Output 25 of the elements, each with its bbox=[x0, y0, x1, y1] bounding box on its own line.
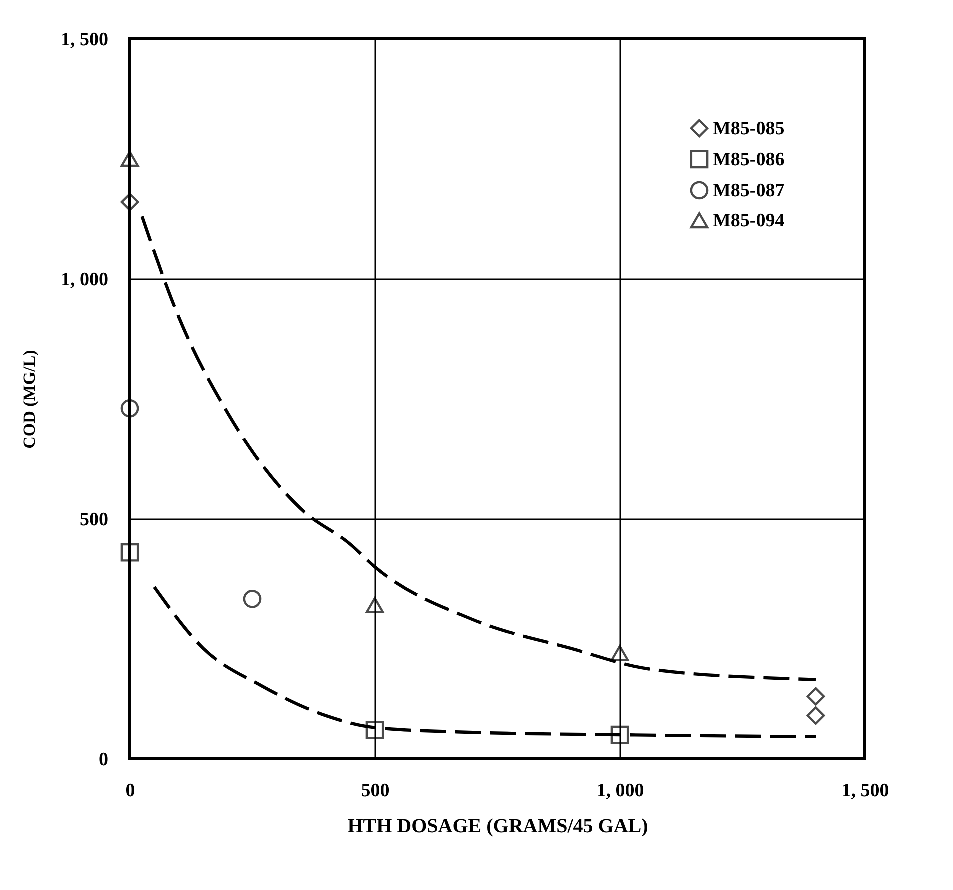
legend-label: M85-094 bbox=[713, 210, 786, 232]
point bbox=[806, 706, 826, 725]
x-tick-label: 500 bbox=[361, 780, 390, 802]
legend-label: M85-085 bbox=[713, 118, 785, 140]
point bbox=[366, 721, 384, 740]
point bbox=[120, 193, 140, 212]
legend-label: M85-086 bbox=[713, 150, 785, 170]
x-tick-label: 0 bbox=[126, 780, 136, 802]
point bbox=[120, 399, 140, 418]
point bbox=[120, 150, 140, 168]
point bbox=[366, 597, 384, 614]
point bbox=[243, 590, 262, 608]
y-tick-label: 500 bbox=[80, 510, 108, 530]
point bbox=[610, 645, 630, 662]
y-tick-label: 1, 500 bbox=[61, 30, 108, 50]
x-tick-label: 1, 000 bbox=[596, 780, 644, 802]
point bbox=[120, 543, 140, 562]
y-tick-label: 0 bbox=[99, 750, 108, 770]
legend-label: M85-087 bbox=[713, 180, 786, 202]
y-axis-title: COD (MG/L) bbox=[20, 350, 39, 449]
point bbox=[806, 687, 826, 706]
point bbox=[610, 726, 630, 744]
x-axis-title: HTH DOSAGE (GRAMS/45 GAL) bbox=[348, 816, 648, 838]
x-tick-label: 1, 500 bbox=[842, 780, 890, 802]
y-tick-label: 1, 000 bbox=[61, 270, 108, 290]
